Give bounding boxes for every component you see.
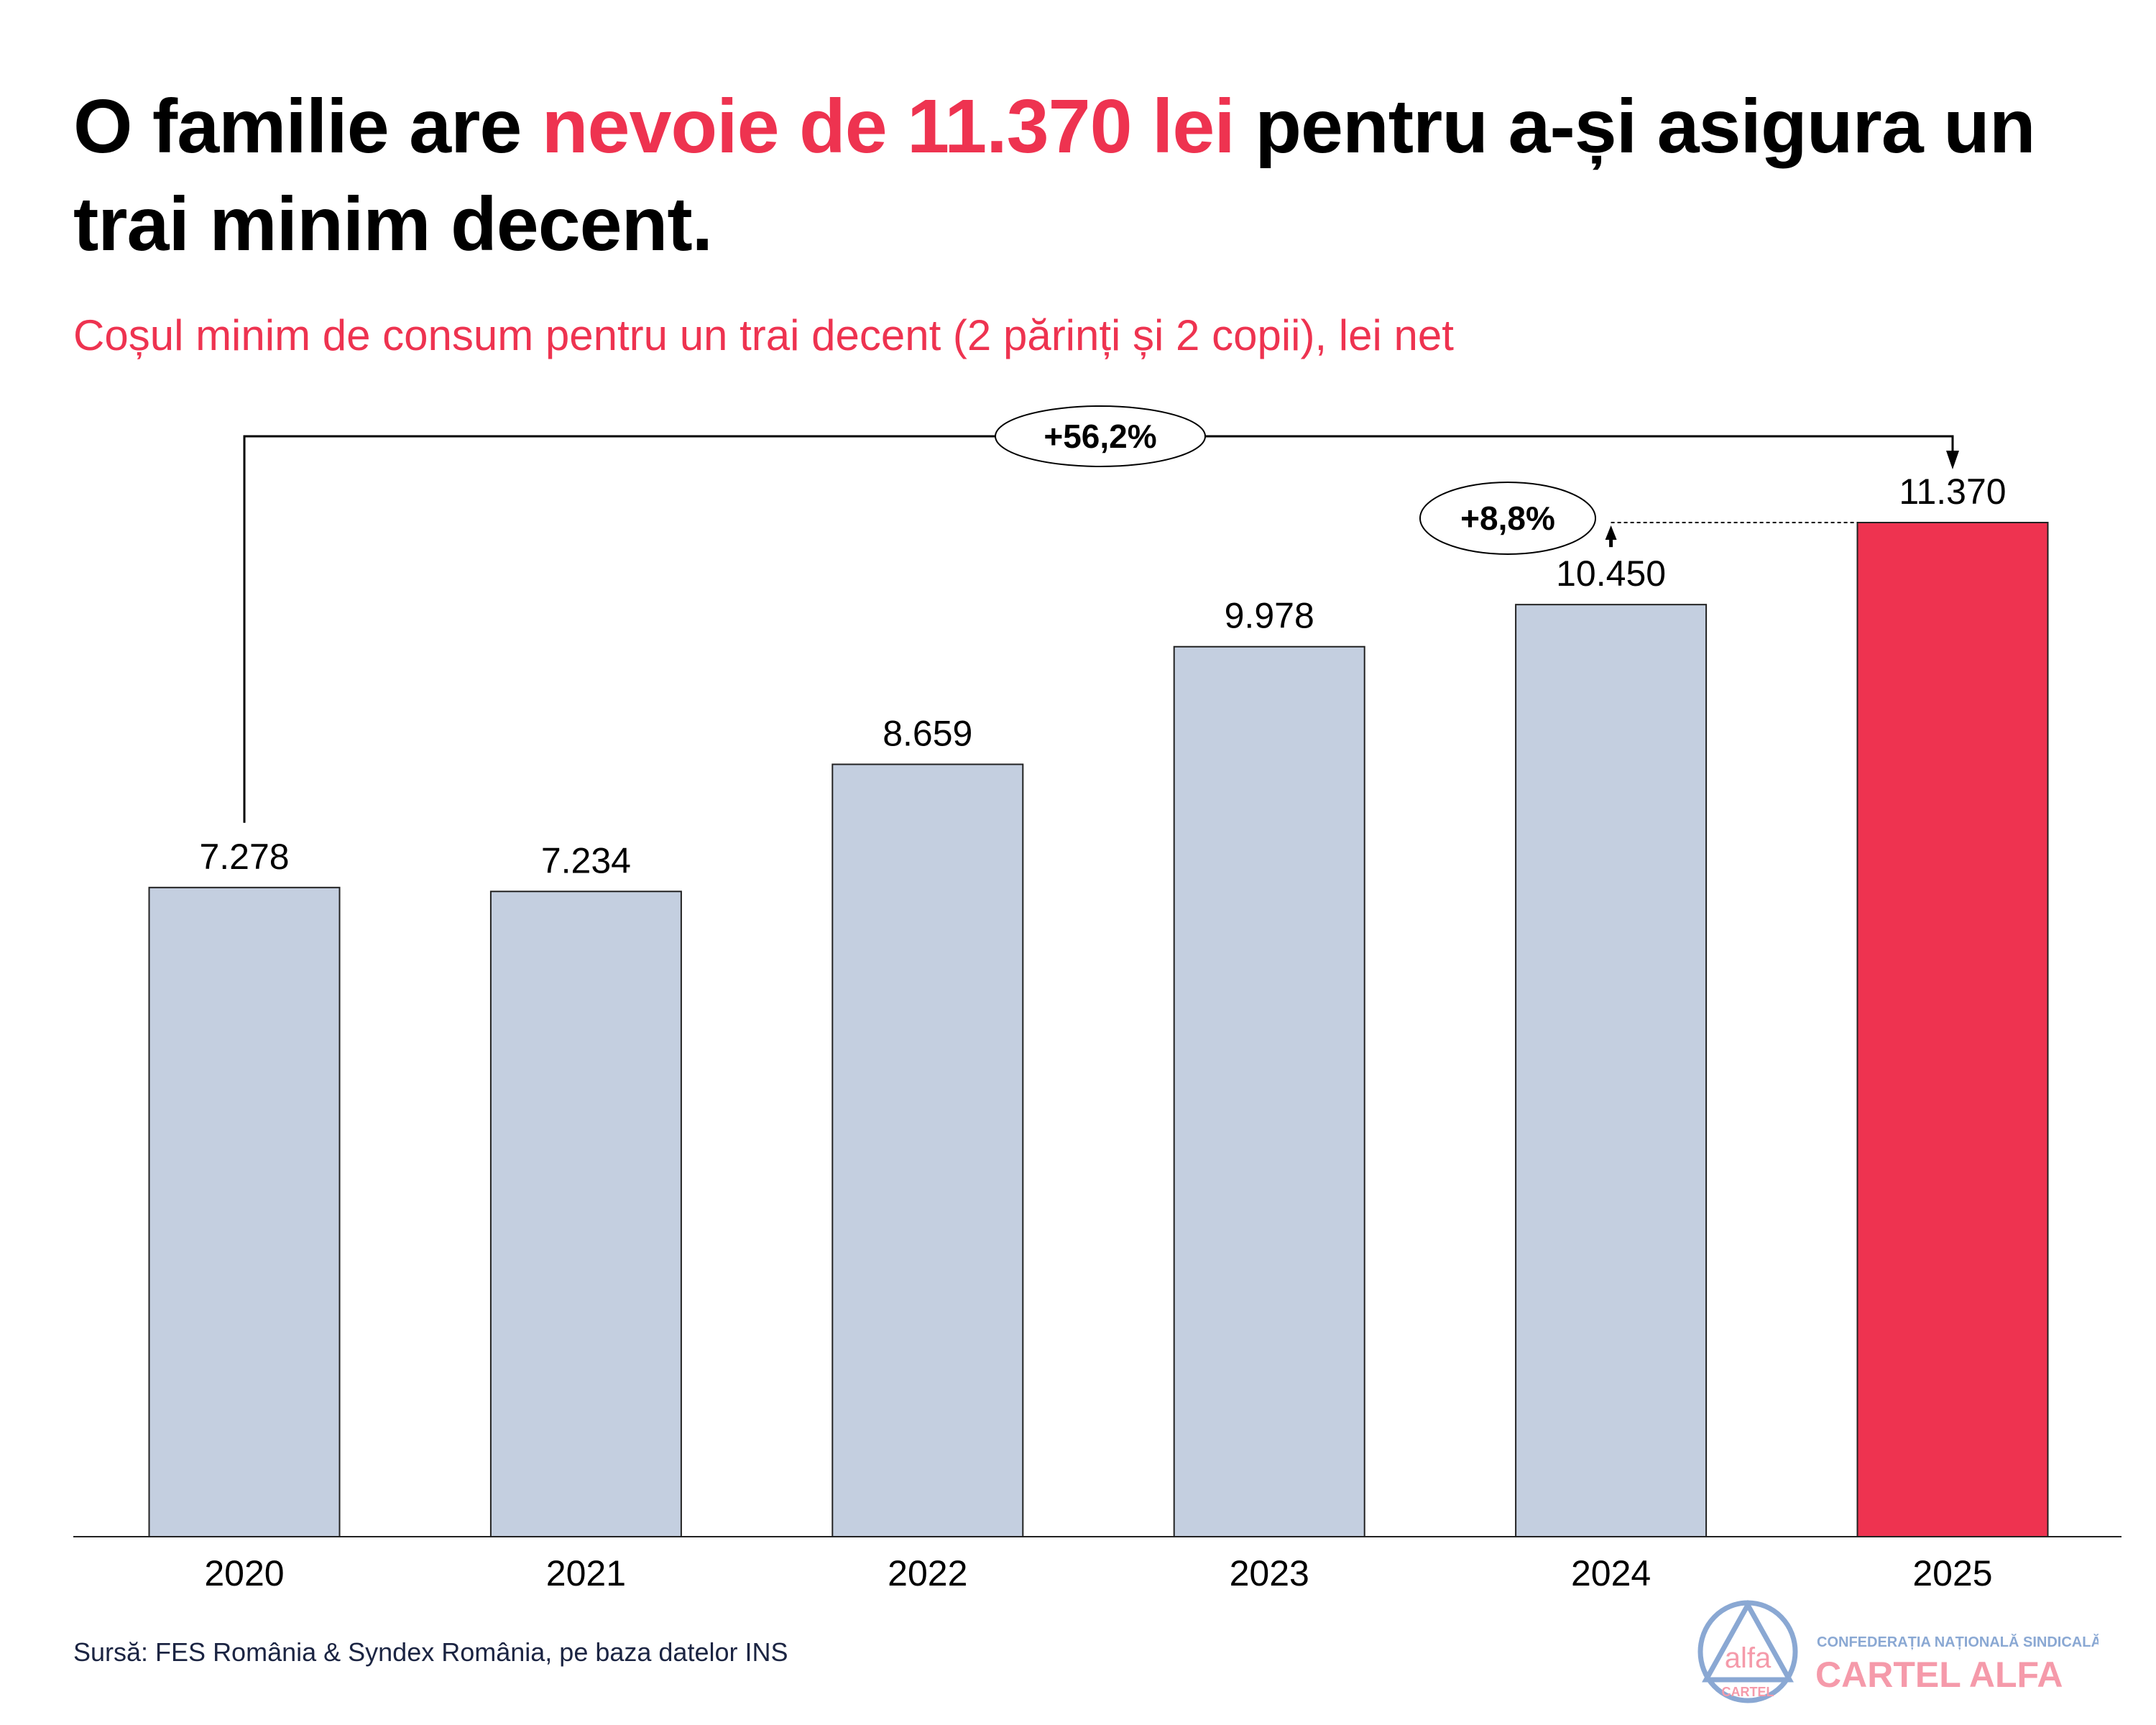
chart-subtitle: Coșul minim de consum pentru un trai dec… <box>73 311 1454 359</box>
annotation-text-8: +8,8% <box>1460 500 1555 537</box>
arrow-down-icon <box>1946 451 1959 469</box>
cartel-alfa-logo: alfa CARTEL CONFEDERAȚIA NAȚIONALĂ SINDI… <box>1697 1599 2099 1703</box>
bar-2025 <box>1856 522 2049 1537</box>
annotation-text-56: +56,2% <box>1044 418 1156 455</box>
x-tick-2025: 2025 <box>1912 1553 1992 1593</box>
data-label-2022: 8.659 <box>883 713 972 753</box>
data-label-2020: 7.278 <box>199 837 289 877</box>
annotation-bubble-8 <box>1419 482 1596 555</box>
arrow-up-icon <box>1605 525 1617 540</box>
logo-small-text: CONFEDERAȚIA NAȚIONALĂ SINDICALĂ <box>1817 1634 2099 1650</box>
bar-2020 <box>148 886 341 1537</box>
x-tick-2020: 2020 <box>204 1553 284 1593</box>
headline: O familie are nevoie de 11.370 lei pentr… <box>73 78 2122 273</box>
x-tick-2021: 2021 <box>546 1553 626 1593</box>
x-tick-2024: 2024 <box>1571 1553 1651 1593</box>
source-note: Sursă: FES România & Syndex România, pe … <box>73 1637 788 1667</box>
bar-2023 <box>1173 645 1365 1537</box>
x-tick-2023: 2023 <box>1230 1553 1309 1593</box>
bar-2022 <box>831 763 1024 1537</box>
data-label-2023: 9.978 <box>1225 596 1314 636</box>
data-label-2021: 7.234 <box>541 840 631 880</box>
headline-part1: O familie are <box>73 84 542 169</box>
headline-part2: pentru a-și asigura un trai minim decent… <box>73 84 2036 267</box>
annotation-bubble-56 <box>995 405 1206 467</box>
bar-2024 <box>1515 604 1708 1537</box>
logo-emblem-top: alfa <box>1725 1642 1772 1674</box>
bar-2021 <box>489 891 682 1537</box>
logo-emblem-bottom: CARTEL <box>1722 1685 1774 1699</box>
data-label-2024: 10.450 <box>1556 553 1666 594</box>
logo-big-text: CARTEL ALFA <box>1815 1655 2063 1695</box>
data-label-2025: 11.370 <box>1899 472 2006 512</box>
x-tick-2022: 2022 <box>888 1553 967 1593</box>
headline-highlight: nevoie de 11.370 lei <box>541 84 1235 169</box>
